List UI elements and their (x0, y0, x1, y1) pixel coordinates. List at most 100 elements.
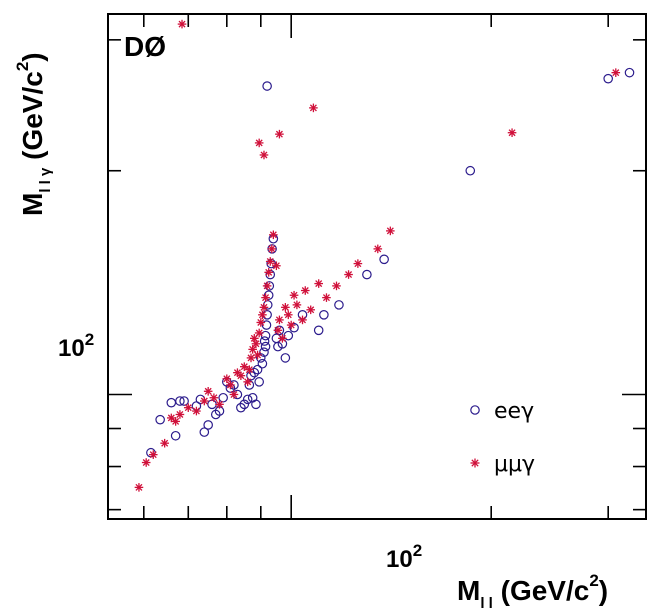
data-point-mumug-stroke (290, 291, 298, 299)
data-point-mumug (373, 244, 383, 254)
data-point-mumug-stroke (386, 227, 394, 235)
data-point-mumug-stroke (176, 410, 184, 418)
legend-marker-mumug (470, 458, 480, 468)
data-point-mumug (141, 458, 151, 467)
legend-label-eeg: eeγ (494, 399, 534, 424)
data-point-mumug (258, 310, 267, 320)
data-point-eeg (334, 300, 344, 310)
data-point-eeg (257, 358, 268, 369)
experiment-label: DØ (124, 31, 166, 62)
data-point-mumug-stroke (233, 369, 241, 377)
data-point-mumug-stroke (240, 363, 248, 371)
data-point-mumug-stroke (249, 345, 257, 353)
data-point-mumug (171, 417, 180, 426)
data-point-mumug (259, 150, 269, 160)
data-point-mumug-stroke (274, 326, 282, 334)
x-axis-label: Ml l (GeV/c2) (457, 571, 608, 612)
data-point-mumug-stroke (210, 394, 218, 402)
data-point-mumug-stroke (345, 271, 353, 279)
data-point-mumug (148, 450, 158, 459)
data-point-mumug-stroke (247, 354, 255, 362)
y-axis-label: Ml l γ (GeV/c2) (13, 52, 54, 216)
data-point-mumug (222, 374, 232, 384)
axis-ticks (108, 14, 646, 519)
data-point-mumug-stroke (184, 404, 192, 412)
data-point-mumug-stroke (260, 151, 268, 159)
data-point-mumug (183, 403, 193, 412)
data-point-mumug-stroke (508, 129, 516, 137)
legend-label-mumug: μμγ (494, 452, 535, 477)
data-point-mumug-stroke (275, 316, 283, 324)
data-point-mumug (192, 406, 201, 416)
data-point-mumug (209, 393, 219, 403)
data-point-mumug (272, 261, 281, 271)
data-point-mumug (160, 438, 169, 448)
data-point-mumug-stroke (223, 375, 231, 383)
data-point-eeg (289, 322, 299, 333)
data-point-eeg (465, 165, 476, 176)
data-point-mumug (203, 386, 213, 396)
data-point-eeg (283, 330, 294, 341)
data-point-eeg (362, 269, 372, 280)
data-point-mumug-stroke (135, 483, 143, 491)
legend: eeγ μμγ (470, 399, 535, 477)
data-point-mumug-stroke (287, 321, 295, 329)
data-point-eeg (249, 367, 260, 378)
data-point-eeg (260, 341, 271, 352)
data-point-mumug-stroke (237, 372, 245, 380)
data-point-mumug-stroke (269, 231, 277, 239)
data-point-mumug (253, 350, 262, 360)
data-point-eeg (319, 310, 329, 320)
data-point-mumug-stroke (260, 303, 268, 311)
data-point-mumug (264, 268, 273, 277)
data-point-mumug-stroke (299, 316, 307, 324)
data-point-mumug-stroke (322, 294, 330, 302)
data-point-mumug (611, 68, 621, 77)
data-point-mumug-stroke (216, 400, 223, 408)
data-point-mumug-stroke (354, 260, 362, 268)
data-point-mumug (386, 226, 395, 236)
data-point-mumug-stroke (226, 381, 234, 389)
data-point-eeg (624, 67, 635, 78)
data-point-mumug (251, 339, 261, 349)
data-point-eeg (175, 396, 185, 406)
data-point-mumug (306, 305, 316, 315)
data-point-mumug-stroke (230, 391, 238, 398)
data-point-mumug (309, 103, 318, 113)
data-point-mumug-stroke (315, 280, 323, 288)
data-points (134, 19, 635, 492)
data-point-mumug (269, 230, 278, 240)
data-point-mumug (259, 303, 269, 312)
data-point-mumug (134, 483, 144, 492)
data-point-mumug (298, 315, 307, 325)
data-point-mumug (175, 410, 185, 419)
data-point-eeg (603, 73, 613, 84)
data-point-mumug (177, 19, 187, 29)
data-point-mumug (254, 328, 264, 338)
data-point-eeg (239, 399, 250, 410)
plot-frame (107, 13, 647, 520)
data-point-mumug-stroke (307, 306, 315, 314)
data-point-mumug-stroke (309, 104, 317, 112)
data-point-mumug-stroke (258, 311, 266, 319)
data-point-eeg (207, 399, 217, 410)
data-point-mumug (283, 310, 293, 320)
data-point-mumug (256, 318, 266, 327)
data-point-mumug-stroke (265, 268, 273, 276)
data-point-mumug-stroke (262, 294, 270, 302)
data-point-mumug-stroke (142, 459, 150, 467)
data-point-mumug-stroke (149, 451, 157, 459)
data-point-mumug (507, 128, 517, 138)
data-point-eeg (379, 254, 389, 265)
data-point-mumug (226, 380, 235, 390)
data-point-mumug (248, 345, 257, 354)
data-point-mumug (267, 244, 277, 254)
data-point-mumug-stroke (268, 245, 276, 253)
data-point-eeg (236, 402, 246, 413)
data-point-mumug-stroke (172, 417, 180, 425)
data-point-mumug (278, 334, 287, 343)
data-point-eeg (280, 353, 291, 363)
data-point-mumug (332, 281, 341, 291)
data-point-mumug (344, 270, 353, 279)
